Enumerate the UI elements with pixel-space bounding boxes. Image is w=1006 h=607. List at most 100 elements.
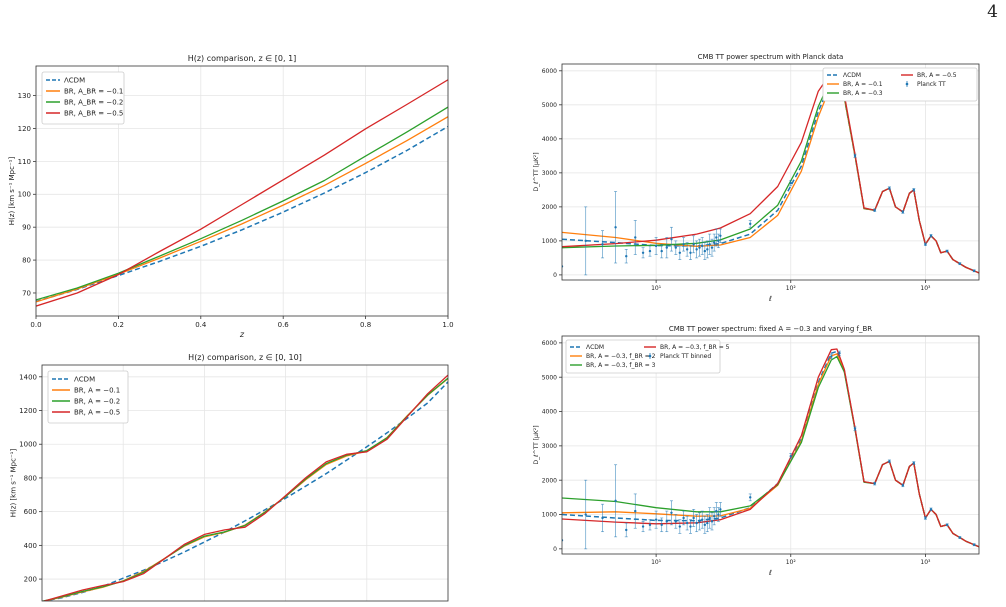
x-axis-label: z — [239, 330, 245, 339]
x-tick-label: 10¹ — [651, 285, 662, 292]
data-point — [682, 243, 685, 246]
data-point — [660, 523, 663, 527]
y-tick-label: 80 — [22, 257, 31, 265]
series-line — [562, 350, 979, 548]
legend: ΛCDM BR, A = −0.1 BR, A = −0.3 BR, A = −0.5… — [822, 67, 978, 102]
y-tick-label: 6000 — [542, 340, 557, 347]
series-line — [36, 125, 448, 303]
page-number: 4 — [987, 2, 998, 22]
legend-label: Planck TT — [917, 81, 946, 88]
data-point — [749, 496, 752, 499]
series-line — [36, 106, 448, 301]
x-tick-label: 10² — [786, 559, 797, 566]
data-point — [641, 251, 645, 254]
data-point — [901, 484, 905, 487]
data-point — [715, 509, 718, 513]
y-tick-label: 100 — [18, 191, 31, 199]
y-tick-label: 110 — [18, 158, 31, 166]
data-point — [706, 248, 709, 251]
y-tick-label: 200 — [24, 576, 37, 584]
legend-label: BR, A = −0.3, f_BR = 2 — [586, 353, 656, 360]
data-point — [888, 460, 891, 463]
data-point — [695, 248, 698, 251]
legend-label: BR, A_BR = −0.5 — [64, 109, 123, 117]
legend-label: BR, A_BR = −0.2 — [64, 98, 123, 106]
data-point — [689, 525, 692, 528]
legend-box — [822, 67, 978, 102]
legend-label: BR, A = −0.5 — [917, 72, 957, 79]
legend: ΛCDM BR, A = −0.1 BR, A = −0.2 BR, A = −0.5 — [47, 370, 129, 424]
data-point — [584, 513, 587, 516]
plot-area — [562, 348, 979, 550]
data-point — [665, 520, 668, 523]
y-tick-label: 5000 — [542, 102, 557, 109]
y-tick-label: 3000 — [542, 443, 557, 450]
data-point — [873, 482, 876, 485]
plot-area — [36, 79, 448, 307]
data-point — [614, 226, 617, 229]
legend-swatch-point — [648, 354, 652, 358]
legend-label: ΛCDM — [74, 375, 95, 383]
x-tick-label: 10¹ — [651, 559, 662, 566]
y-axis-label: D_ℓ^TT [μK²] — [533, 425, 540, 464]
plot-area — [562, 71, 979, 276]
chart-title: CMB TT power spectrum with Planck data — [698, 53, 844, 61]
x-tick-label: 1.0 — [442, 321, 453, 329]
y-tick-label: 130 — [18, 92, 31, 100]
plot-frame — [561, 335, 980, 555]
legend-label: ΛCDM — [843, 72, 861, 79]
series-line — [562, 348, 979, 548]
data-point — [749, 222, 752, 226]
data-point — [614, 499, 617, 502]
data-point — [654, 244, 658, 248]
data-point — [929, 508, 933, 511]
data-point — [958, 262, 961, 265]
data-point — [912, 461, 916, 465]
chart-cmb-tt-planck: CMB TT power spectrum with Planck data 0 1… — [533, 53, 980, 303]
legend-box — [41, 71, 125, 125]
data-point — [698, 520, 701, 523]
data-point — [685, 521, 689, 525]
y-tick-label: 1000 — [542, 512, 557, 519]
data-point — [719, 508, 722, 511]
y-tick-label: 4000 — [542, 136, 557, 143]
y-tick-label: 4000 — [542, 409, 557, 416]
legend-label: BR, A = −0.5 — [74, 408, 120, 416]
series-line — [42, 381, 448, 601]
data-point — [912, 188, 916, 192]
chart-cmb-tt-fbr: CMB TT power spectrum: fixed A = −0.3 an… — [533, 325, 980, 577]
x-tick-label: 0.8 — [360, 321, 371, 329]
legend: ΛCDM BR, A_BR = −0.1 BR, A_BR = −0.2 BR, A_… — [41, 71, 125, 125]
y-tick-label: 120 — [18, 125, 31, 133]
series-line — [36, 79, 448, 307]
data-point — [958, 536, 961, 539]
data-point — [692, 243, 695, 246]
legend-label: BR, A = −0.3 — [843, 90, 883, 97]
y-axis-label: D_ℓ^TT [μK²] — [533, 152, 540, 191]
legend-label: ΛCDM — [64, 76, 85, 84]
data-point — [625, 254, 628, 258]
data-point — [701, 518, 704, 521]
series-line — [562, 78, 979, 274]
data-point — [678, 251, 682, 254]
data-point — [634, 509, 637, 513]
y-tick-label: 2000 — [542, 204, 557, 211]
legend-label: BR, A = −0.2 — [74, 397, 120, 405]
data-point — [601, 516, 604, 520]
data-point — [584, 239, 587, 243]
x-tick-label: 10³ — [920, 559, 931, 566]
data-point — [689, 251, 692, 254]
y-tick-label: 1000 — [542, 238, 557, 245]
chart-hz-high-z: H(z) comparison, z ∈ [0, 10] 200 400 600 800… — [10, 353, 449, 602]
legend-label: Planck TT binned — [660, 353, 711, 360]
legend-label: BR, A_BR = −0.1 — [64, 87, 123, 95]
data-point — [660, 249, 663, 253]
data-point — [924, 516, 927, 520]
data-point — [692, 516, 695, 520]
y-tick-label: 0 — [553, 272, 557, 279]
x-axis-label: ℓ — [768, 295, 772, 303]
y-tick-label: 800 — [24, 474, 37, 482]
legend-label: BR, A = −0.1 — [843, 81, 883, 88]
data-point — [712, 515, 716, 518]
data-point — [712, 241, 716, 244]
